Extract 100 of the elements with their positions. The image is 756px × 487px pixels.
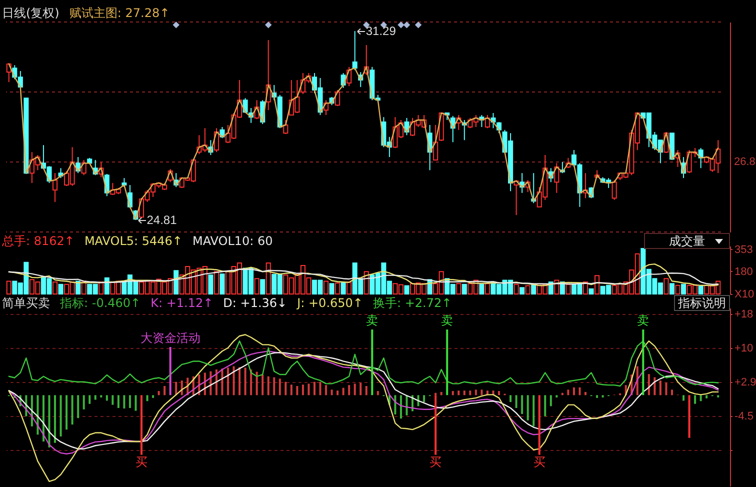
chart-title: 简单买卖 xyxy=(2,296,50,310)
candlestick xyxy=(52,172,58,202)
text: 26.8 xyxy=(734,156,756,168)
bar xyxy=(146,395,148,402)
candlestick xyxy=(283,120,288,134)
bar xyxy=(588,288,594,294)
annotation: 指标说明 xyxy=(678,296,726,310)
dropdown-field: 成交量 xyxy=(644,233,730,249)
bar xyxy=(254,278,260,294)
bar xyxy=(226,368,229,396)
bar xyxy=(566,284,571,294)
bar xyxy=(273,377,276,396)
candlestick xyxy=(433,124,438,160)
annotation: 31.29 xyxy=(366,24,396,38)
bar xyxy=(296,386,298,396)
bar xyxy=(648,374,650,396)
bar xyxy=(94,395,96,400)
bar xyxy=(659,380,662,396)
bar xyxy=(238,367,241,396)
bar xyxy=(498,391,500,396)
bar xyxy=(346,282,352,294)
bar xyxy=(42,395,44,442)
bar xyxy=(169,346,172,396)
bar xyxy=(567,390,570,396)
text: MAVOL5: 5446↑ xyxy=(84,234,182,248)
bar xyxy=(706,395,708,398)
bar xyxy=(88,395,91,404)
bar xyxy=(266,262,271,294)
y-tick-label: +18 xyxy=(734,308,754,320)
bar xyxy=(77,395,80,418)
bar xyxy=(313,382,316,396)
bar xyxy=(452,391,454,396)
bar xyxy=(700,395,702,402)
bar xyxy=(220,274,225,294)
bar xyxy=(474,390,477,396)
y-tick-label: 353 xyxy=(734,244,753,256)
bar xyxy=(71,395,74,425)
text: K: +1.12↑ xyxy=(150,296,214,310)
bar xyxy=(521,395,524,414)
line-series xyxy=(8,268,719,285)
bar xyxy=(335,282,340,294)
bar xyxy=(175,382,178,396)
candlestick xyxy=(612,180,617,200)
bar xyxy=(550,395,552,406)
series-label: MAVOL10: 60 xyxy=(192,234,273,248)
bar xyxy=(58,284,64,294)
bar xyxy=(348,385,350,396)
bar xyxy=(526,395,529,420)
annotation: 成交量 xyxy=(669,234,705,248)
bar xyxy=(532,395,535,426)
bar xyxy=(654,377,656,396)
bar xyxy=(480,390,483,396)
bar xyxy=(484,283,490,294)
bar xyxy=(278,378,281,396)
bar xyxy=(262,374,264,396)
bar xyxy=(60,395,62,436)
bar xyxy=(302,384,304,396)
line-series xyxy=(8,334,719,482)
bar xyxy=(462,284,467,294)
bar xyxy=(232,366,235,396)
bar xyxy=(514,284,519,294)
bar xyxy=(290,384,292,396)
candlestick xyxy=(490,112,496,129)
text: 指标: -0.460↑ xyxy=(60,296,141,310)
bar xyxy=(440,392,442,396)
data-label: 买 xyxy=(430,454,442,469)
bar xyxy=(52,282,58,294)
bar xyxy=(479,284,484,294)
bar xyxy=(260,279,266,294)
bar xyxy=(458,390,460,396)
button: 指标说明 xyxy=(674,295,730,311)
bar xyxy=(106,395,108,401)
data-label: 买 xyxy=(136,454,148,469)
bar xyxy=(456,283,462,294)
bar xyxy=(308,384,310,396)
bar xyxy=(469,390,472,396)
bar xyxy=(682,395,685,401)
data-label: 卖 xyxy=(441,314,454,328)
bar xyxy=(6,280,12,294)
candlestick xyxy=(352,30,358,71)
data-label: 卖 xyxy=(366,314,378,328)
bar xyxy=(342,388,344,396)
y-tick-label: X10 xyxy=(734,288,754,300)
bar xyxy=(250,369,252,396)
bar xyxy=(434,395,437,455)
bar xyxy=(544,395,546,416)
bar xyxy=(525,285,530,294)
data-label: 买 xyxy=(533,454,546,469)
bar xyxy=(340,282,346,294)
bar xyxy=(681,284,686,294)
bar xyxy=(267,376,270,396)
bar xyxy=(164,386,166,396)
bar xyxy=(554,280,560,294)
bar xyxy=(636,366,638,396)
bar xyxy=(664,278,669,294)
data-label: 卖 xyxy=(637,314,650,328)
bar xyxy=(404,285,410,294)
bar xyxy=(510,395,512,402)
bar xyxy=(572,387,575,396)
bar xyxy=(376,391,379,396)
